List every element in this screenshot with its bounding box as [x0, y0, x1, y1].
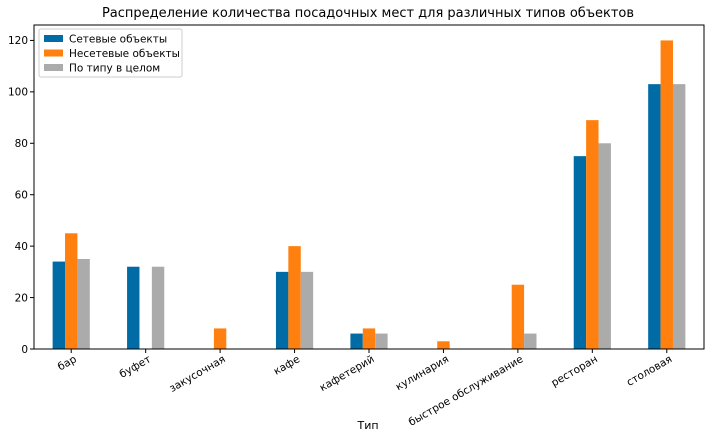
y-axis: 0 20 40 60 80 100 120: [8, 35, 34, 356]
legend-swatch: [44, 64, 63, 71]
bar-2-9: [660, 40, 673, 350]
x-tick-label: кафетерий: [318, 353, 377, 394]
bar-3-8: [598, 143, 611, 349]
bar-1-9: [648, 84, 661, 350]
y-tick-label: 60: [15, 190, 28, 202]
bar-1-8: [573, 156, 587, 349]
y-tick-label: 0: [21, 344, 28, 356]
legend-label: Несетевые объекты: [69, 48, 180, 60]
bar-1-1: [52, 261, 66, 349]
y-tick-label: 100: [8, 87, 28, 99]
chart-title: Распределение количества посадочных мест…: [102, 6, 634, 21]
legend: Сетевые объекты Несетевые объекты По типу …: [38, 28, 183, 78]
y-tick-label: 80: [15, 138, 28, 150]
bar-2-4: [288, 246, 301, 349]
bar-1-4: [275, 271, 289, 349]
x-tick-label: кафе: [272, 353, 302, 378]
legend-swatch: [44, 49, 63, 57]
x-tick-label: закусочная: [167, 353, 227, 395]
bar-3-1: [77, 259, 90, 349]
bar-3-9: [672, 84, 686, 350]
legend-label: По типу в целом: [69, 63, 160, 75]
x-tick-label: ресторан: [549, 353, 600, 389]
bar-1-2: [127, 266, 140, 349]
y-tick-label: 40: [15, 241, 28, 253]
y-tick-label: 120: [8, 35, 28, 47]
x-tick-label: столовая: [625, 353, 675, 389]
bar-1-5: [350, 333, 363, 349]
x-axis-label: Тип: [356, 419, 378, 432]
legend-label: Сетевые объекты: [69, 34, 167, 46]
plot-frame: [33, 24, 705, 350]
bar-2-5: [362, 328, 376, 349]
y-tick-label: 20: [15, 292, 28, 304]
bar-2-6: [437, 341, 450, 349]
bars-group: [52, 40, 686, 350]
x-tick-label: кулинария: [394, 353, 451, 393]
bar-3-5: [375, 333, 388, 349]
bar-2-7: [511, 284, 525, 349]
legend-box: [38, 28, 183, 78]
bar-3-7: [524, 333, 537, 349]
x-tick-label: бар: [56, 353, 79, 373]
bar-2-3: [213, 328, 227, 349]
legend-swatch: [44, 35, 63, 42]
bar-3-4: [300, 271, 314, 349]
bar-3-2: [151, 266, 165, 349]
x-axis: бар буфет закусочная кафе кафетерий кулинария…: [56, 349, 675, 429]
x-tick-label: буфет: [118, 353, 154, 381]
bar-2-1: [65, 233, 78, 349]
bar-2-8: [586, 120, 599, 350]
